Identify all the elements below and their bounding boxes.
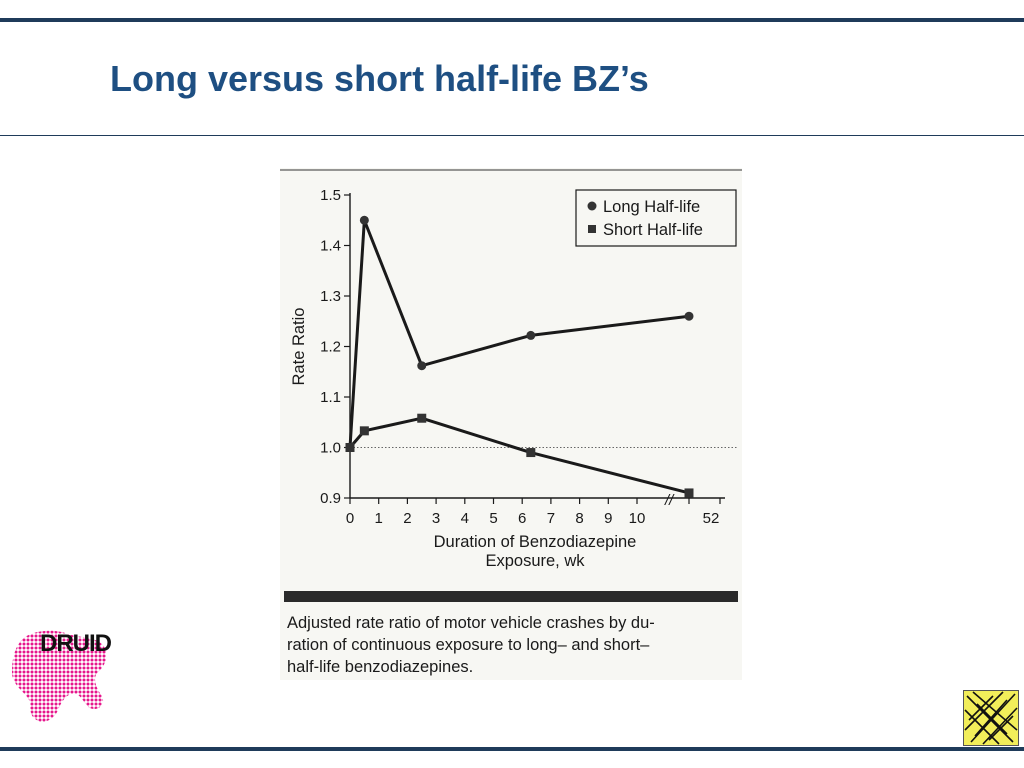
x-tick-label: 3: [432, 510, 440, 527]
druid-logo-text: DRUID: [40, 630, 112, 657]
data-point-long-half-life: [684, 311, 694, 321]
data-point-long-half-life: [359, 215, 369, 225]
x-tick-label: 52: [703, 510, 720, 527]
x-tick-label: 10: [629, 510, 646, 527]
y-tick-label: 1.5: [320, 187, 341, 204]
legend-marker-circle: [587, 201, 597, 211]
x-tick-label: 5: [489, 510, 497, 527]
partner-logo: [963, 690, 1019, 746]
data-point-short-half-life: [684, 488, 694, 498]
legend-label: Long Half-life: [603, 198, 700, 216]
bottom-rule: [0, 747, 1024, 751]
data-point-long-half-life: [526, 330, 536, 340]
x-tick-label: 8: [575, 510, 583, 527]
x-tick-label: 7: [547, 510, 555, 527]
x-tick-label: 6: [518, 510, 526, 527]
y-tick-label: 1.3: [320, 288, 341, 305]
rate-ratio-chart: 1.5 1.4 1.3 1.2 1.1 1.0 0.9 0 1 2 3 4 5 6 7 8 9 10 52 // Dur…: [280, 169, 742, 602]
legend-label: Short Half-life: [603, 221, 703, 239]
y-tick-label: 1.2: [320, 339, 341, 356]
top-rule: [0, 18, 1024, 22]
legend-marker-square: [588, 225, 596, 233]
y-axis-label: Rate Ratio: [290, 308, 308, 386]
data-point-short-half-life: [359, 426, 369, 436]
caption-line: half-life benzodiazepines.: [287, 658, 474, 676]
data-point-long-half-life: [417, 361, 427, 371]
data-point-short-half-life: [345, 443, 355, 452]
data-point-short-half-life: [526, 448, 536, 458]
slide-title: Long versus short half-life BZ’s: [110, 58, 649, 99]
series-line-short-half-life: [348, 416, 690, 495]
y-tick-label: 1.0: [320, 440, 341, 457]
caption-separator-bar: [284, 591, 738, 602]
figure-scan: 1.5 1.4 1.3 1.2 1.1 1.0 0.9 0 1 2 3 4 5 6 7 8 9 10 52 // Dur…: [280, 168, 742, 680]
y-tick-label: 1.4: [320, 238, 341, 255]
x-axis-label: Duration of Benzodiazepine: [434, 533, 637, 551]
y-tick-label: 1.1: [320, 389, 341, 406]
x-tick-label: 4: [461, 510, 469, 527]
title-rule: [0, 135, 1024, 136]
x-axis-label: Exposure, wk: [485, 552, 585, 570]
figure-caption: Adjusted rate ratio of motor vehicle cra…: [287, 612, 742, 678]
druid-logo-graphic: [12, 630, 107, 722]
x-tick-label: 1: [375, 510, 383, 527]
axis-break-mark: //: [664, 492, 675, 509]
caption-line: ration of continuous exposure to long– a…: [287, 636, 650, 654]
series-line-long-half-life: [348, 218, 690, 448]
data-point-short-half-life: [417, 413, 427, 423]
x-tick-label: 9: [604, 510, 612, 527]
legend-box: [575, 189, 737, 247]
caption-line: Adjusted rate ratio of motor vehicle cra…: [287, 614, 655, 632]
x-tick-label: 2: [403, 510, 411, 527]
y-tick-label: 0.9: [320, 490, 341, 507]
x-tick-label: 0: [346, 510, 354, 527]
